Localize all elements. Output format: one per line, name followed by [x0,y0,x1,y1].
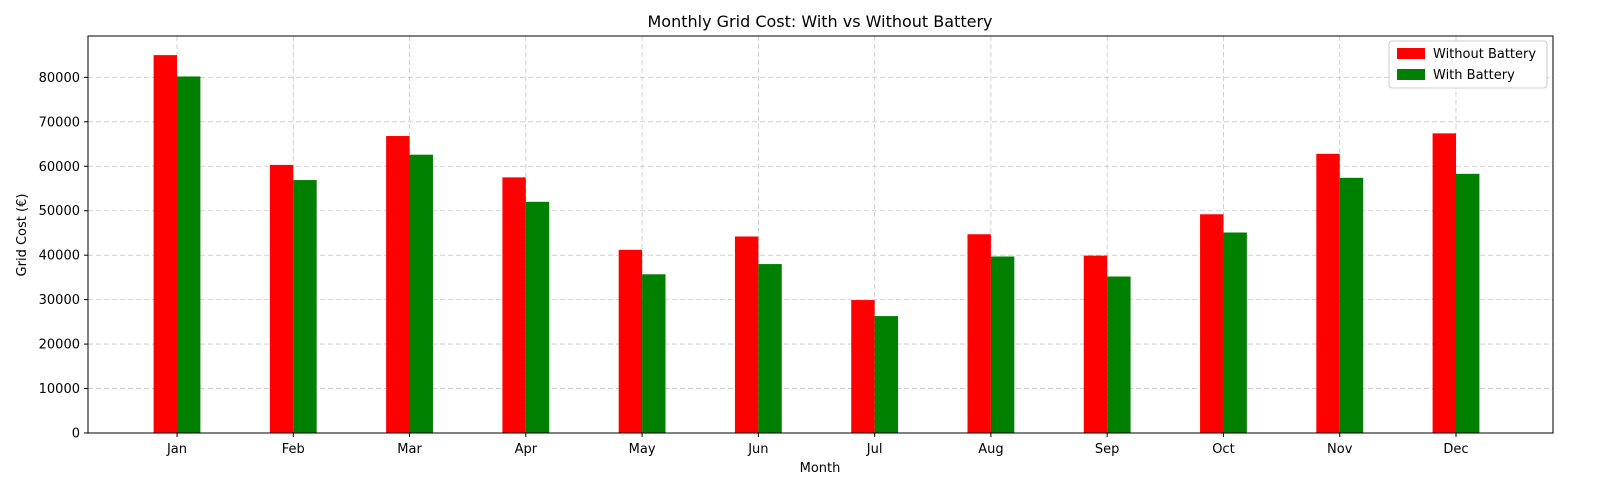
x-tick-label: Aug [978,442,1003,457]
x-tick-label: Sep [1095,442,1120,457]
bar-without-battery [1083,255,1108,433]
bar-with-battery [177,76,201,434]
legend-box [1388,40,1548,89]
bar-without-battery [618,249,643,433]
y-ticks: 0 10000 20000 30000 40000 50000 60000 70000 8000… [39,71,88,442]
bar-with-battery [409,154,433,433]
bar-with-battery [1223,232,1247,433]
bars-layer [153,55,1480,434]
x-tick-label: Nov [1327,442,1353,457]
bar-with-battery [874,316,899,433]
plot-frame [87,35,1554,434]
bar-without-battery [734,236,759,433]
bar-with-battery [525,201,550,433]
y-tick-label: 40000 [39,249,80,264]
chart-title: Monthly Grid Cost: With vs Without Batte… [648,12,993,31]
x-tick-label: Mar [397,442,422,457]
x-tick-label: Jul [866,442,883,457]
legend-label-without-battery: Without Battery [1433,47,1536,62]
bar-with-battery [1107,276,1131,433]
y-tick-label: 60000 [39,160,80,175]
x-ticks: Jan Feb Mar Apr May Jun Jul Aug Sep Oct Nov Dec [166,433,1469,457]
bar-without-battery [1316,153,1340,434]
bar-with-battery [758,264,782,433]
x-axis-label: Month [800,461,841,476]
x-tick-label: Jan [166,442,187,457]
x-tick-label: Apr [515,442,538,457]
bar-without-battery [386,136,410,433]
bar-without-battery [967,234,991,433]
x-tick-label: Oct [1212,442,1234,457]
bar-with-battery [1339,177,1364,433]
y-tick-label: 10000 [39,382,80,397]
bar-with-battery [293,180,317,433]
bar-without-battery [1200,214,1224,433]
bar-without-battery [851,300,875,433]
x-tick-label: Dec [1443,442,1468,457]
y-tick-label: 80000 [39,71,80,86]
y-tick-label: 20000 [39,338,80,353]
bar-with-battery [990,256,1015,433]
y-tick-label: 30000 [39,293,80,308]
bar-without-battery [269,164,294,433]
legend-swatch-with-battery [1397,69,1425,80]
bar-without-battery [502,177,526,433]
y-tick-label: 0 [72,427,80,442]
bar-with-battery [1456,173,1480,433]
x-tick-label: May [629,442,656,457]
bar-without-battery [1432,133,1456,433]
x-tick-label: Jun [747,442,768,457]
y-tick-label: 50000 [39,204,80,219]
legend-label-with-battery: With Battery [1433,68,1515,83]
legend: Without Battery With Battery [1388,40,1548,89]
x-tick-label: Feb [282,442,305,457]
bar-with-battery [642,274,666,433]
y-tick-label: 70000 [39,115,80,130]
bar-without-battery [153,55,177,434]
legend-swatch-without-battery [1397,48,1425,59]
y-axis-label: Grid Cost (€) [15,194,30,277]
